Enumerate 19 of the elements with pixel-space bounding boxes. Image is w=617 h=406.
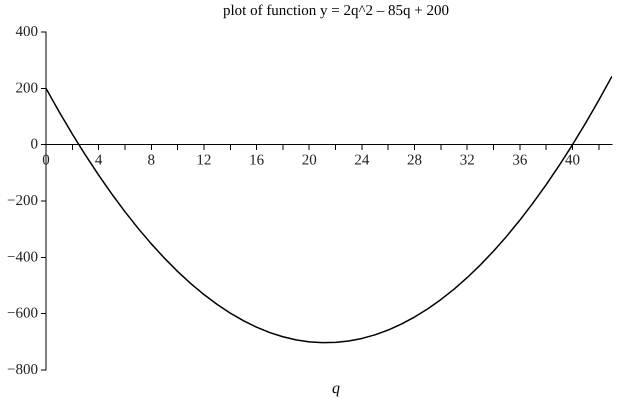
x-tick-label: 20 bbox=[302, 152, 317, 169]
y-tick-label: 200 bbox=[15, 80, 38, 96]
x-tick-label: 16 bbox=[249, 152, 265, 169]
x-tick-label: 8 bbox=[148, 152, 156, 169]
y-tick-label: −400 bbox=[6, 249, 38, 266]
x-tick-label: 36 bbox=[512, 152, 528, 169]
y-tick-label: −200 bbox=[6, 192, 38, 209]
y-tick-label: 400 bbox=[15, 24, 38, 40]
y-tick-label: −600 bbox=[6, 306, 38, 322]
x-tick-label: 24 bbox=[354, 152, 370, 169]
x-tick-label: 32 bbox=[460, 152, 475, 169]
chart-title: plot of function y = 2q^2 – 85q + 200 bbox=[222, 3, 450, 20]
y-tick-label: 0 bbox=[30, 136, 38, 153]
y-tick-label: −800 bbox=[6, 362, 38, 378]
x-tick-label: 4 bbox=[94, 152, 103, 169]
x-axis-title: q bbox=[331, 380, 341, 398]
x-tick-label: 40 bbox=[565, 152, 580, 169]
x-tick-label: 12 bbox=[196, 152, 212, 169]
x-tick-label: 28 bbox=[407, 152, 422, 169]
